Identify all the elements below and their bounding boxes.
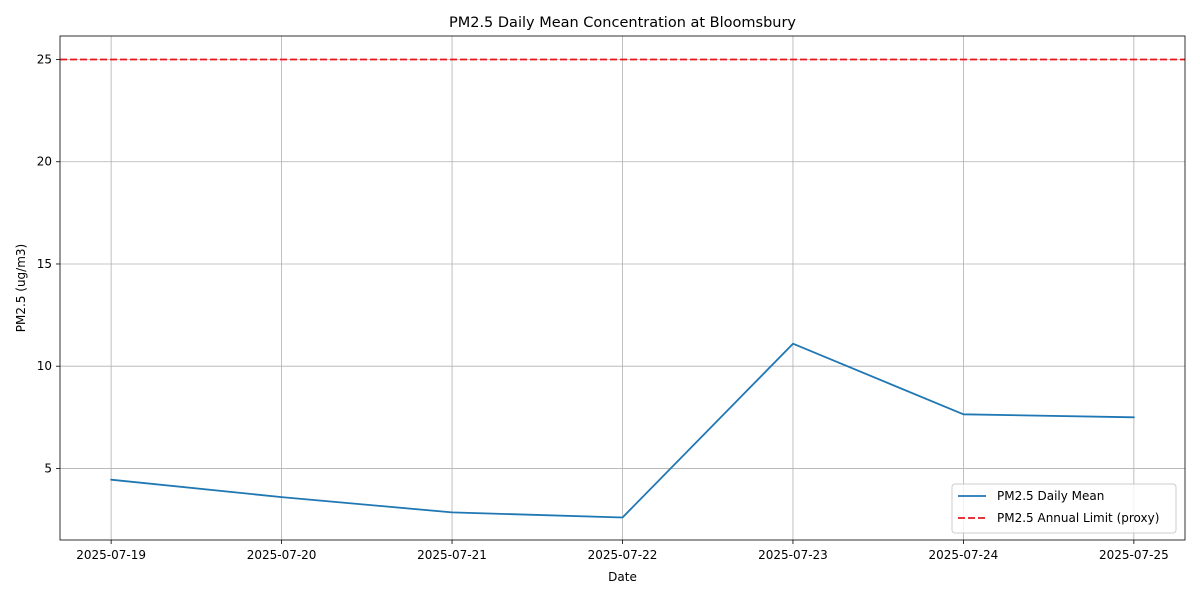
x-tick-label: 2025-07-22 xyxy=(588,548,658,562)
x-tick-label: 2025-07-25 xyxy=(1099,548,1169,562)
x-tick-label: 2025-07-23 xyxy=(758,548,828,562)
x-tick-label: 2025-07-19 xyxy=(76,548,146,562)
grid xyxy=(60,36,1185,540)
legend-label-daily-mean: PM2.5 Daily Mean xyxy=(997,489,1104,503)
legend: PM2.5 Daily Mean PM2.5 Annual Limit (pro… xyxy=(951,483,1177,534)
y-tick-label: 20 xyxy=(37,155,52,169)
x-axis-label: Date xyxy=(608,570,637,584)
series-layer xyxy=(60,58,1185,519)
x-tick-label: 2025-07-21 xyxy=(417,548,487,562)
legend-box xyxy=(951,483,1177,534)
axis-ticks: 2025-07-19 2025-07-20 2025-07-21 2025-07-22… xyxy=(37,53,1169,562)
legend-label-annual-limit: PM2.5 Annual Limit (proxy) xyxy=(997,511,1159,525)
y-tick-label: 10 xyxy=(37,359,52,373)
x-tick-label: 2025-07-20 xyxy=(247,548,317,562)
y-axis-label: PM2.5 (ug/m3) xyxy=(14,244,28,332)
y-tick-label: 15 xyxy=(37,257,52,271)
chart-title: PM2.5 Daily Mean Concentration at Blooms… xyxy=(449,15,796,31)
y-tick-label: 25 xyxy=(37,53,52,67)
y-tick-label: 5 xyxy=(44,461,52,475)
x-tick-label: 2025-07-24 xyxy=(929,548,999,562)
